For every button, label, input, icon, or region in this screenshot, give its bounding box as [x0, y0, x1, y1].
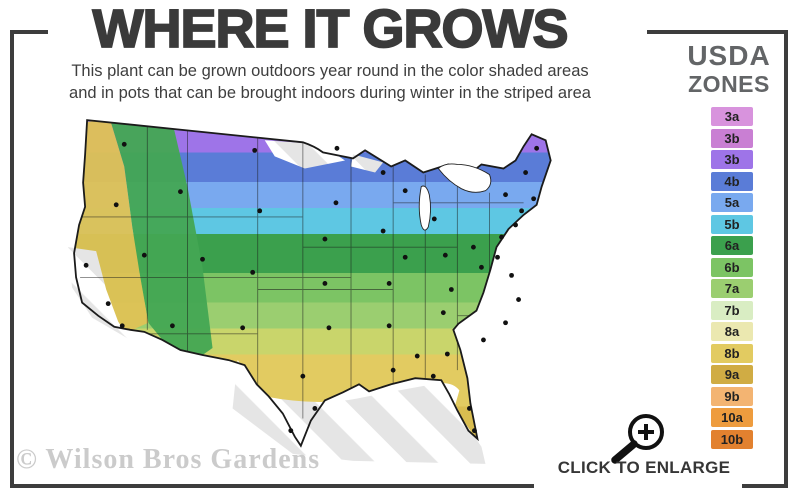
legend-zone-6b: 6b [711, 257, 753, 277]
subtitle-line-1: This plant can be grown outdoors year ro… [71, 62, 589, 80]
legend-zone-8b: 8b [711, 343, 753, 363]
great-lakes [418, 163, 492, 231]
watermark: © Wilson Bros Gardens [16, 444, 321, 475]
legend-title-usda: USDA [687, 40, 771, 71]
legend-zone-5b: 5b [711, 214, 753, 234]
frame-right [784, 30, 788, 488]
legend-zone-10b: 10b [711, 429, 753, 449]
legend-zone-4b: 4b [711, 171, 753, 191]
frame-bottom-right [742, 484, 788, 488]
magnifier-zoom-icon[interactable] [600, 406, 676, 464]
click-to-enlarge-label[interactable]: CLICK TO ENLARGE [557, 458, 731, 477]
legend-zone-9b: 9b [711, 386, 753, 406]
usda-zone-map[interactable] [52, 106, 644, 474]
legend-zone-3a: 3a [711, 107, 753, 126]
legend-zone-9a: 9a [711, 365, 753, 384]
city-dots [83, 141, 540, 434]
legend-zone-10a: 10a [711, 408, 753, 427]
legend-title-zones: ZONES [688, 71, 770, 97]
frame-bottom-left [10, 484, 534, 488]
legend-zone-3b: 3b [711, 128, 753, 148]
legend-zone-8a: 8a [711, 322, 753, 341]
legend-zone-6a: 6a [711, 236, 753, 255]
state-borders [74, 120, 524, 419]
legend-zone-3b: 3b [711, 150, 753, 169]
frame-left [10, 30, 14, 488]
legend-title: USDA ZONES [668, 42, 790, 96]
page-title: WHERE IT GROWS [92, 0, 570, 59]
legend-zone-7a: 7a [711, 279, 753, 298]
legend-zones: 3a 3b 3b 4b 5a 5b 6a 6b 7a 7b 8a 8b 9a 9b 10a 10b [707, 107, 757, 451]
subtitle-line-2: and in pots that can be brought indoors … [69, 83, 591, 102]
subtitle: This plant can be grown outdoors year ro… [14, 61, 646, 105]
legend-zone-7b: 7b [711, 300, 753, 320]
legend-zone-5a: 5a [711, 193, 753, 212]
frame-top-left [10, 30, 48, 34]
frame-top-right [647, 30, 788, 34]
